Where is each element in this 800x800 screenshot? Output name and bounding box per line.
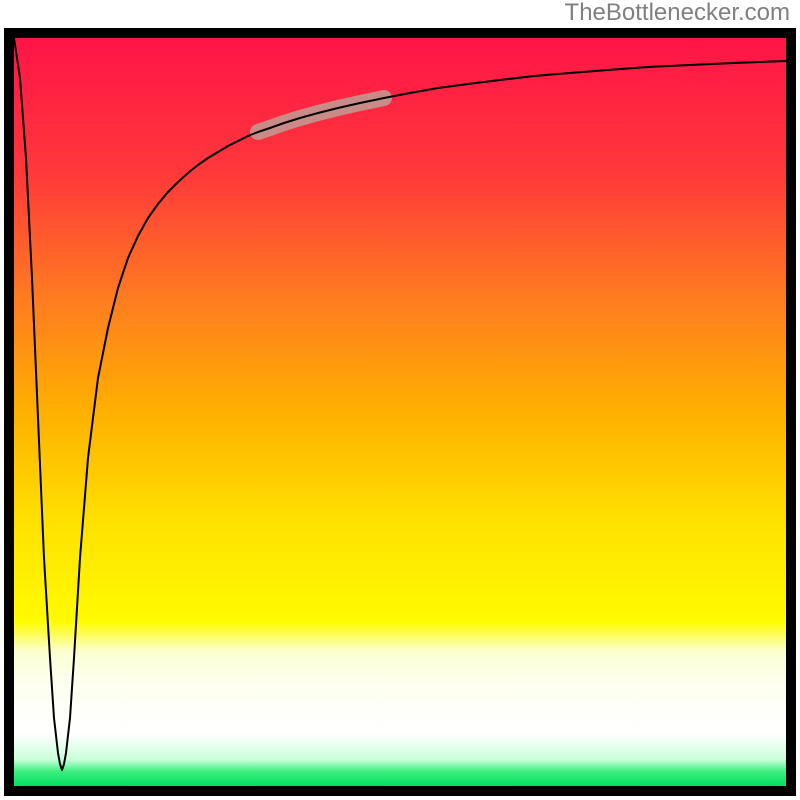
attribution-text: TheBottlenecker.com <box>565 0 790 26</box>
curve-main-path <box>14 38 786 770</box>
chart-root: TheBottlenecker.com <box>0 0 800 800</box>
curve-highlight-segment <box>258 98 384 132</box>
curve-canvas <box>14 38 786 786</box>
plot-frame <box>4 28 796 796</box>
plot-area <box>14 38 786 786</box>
